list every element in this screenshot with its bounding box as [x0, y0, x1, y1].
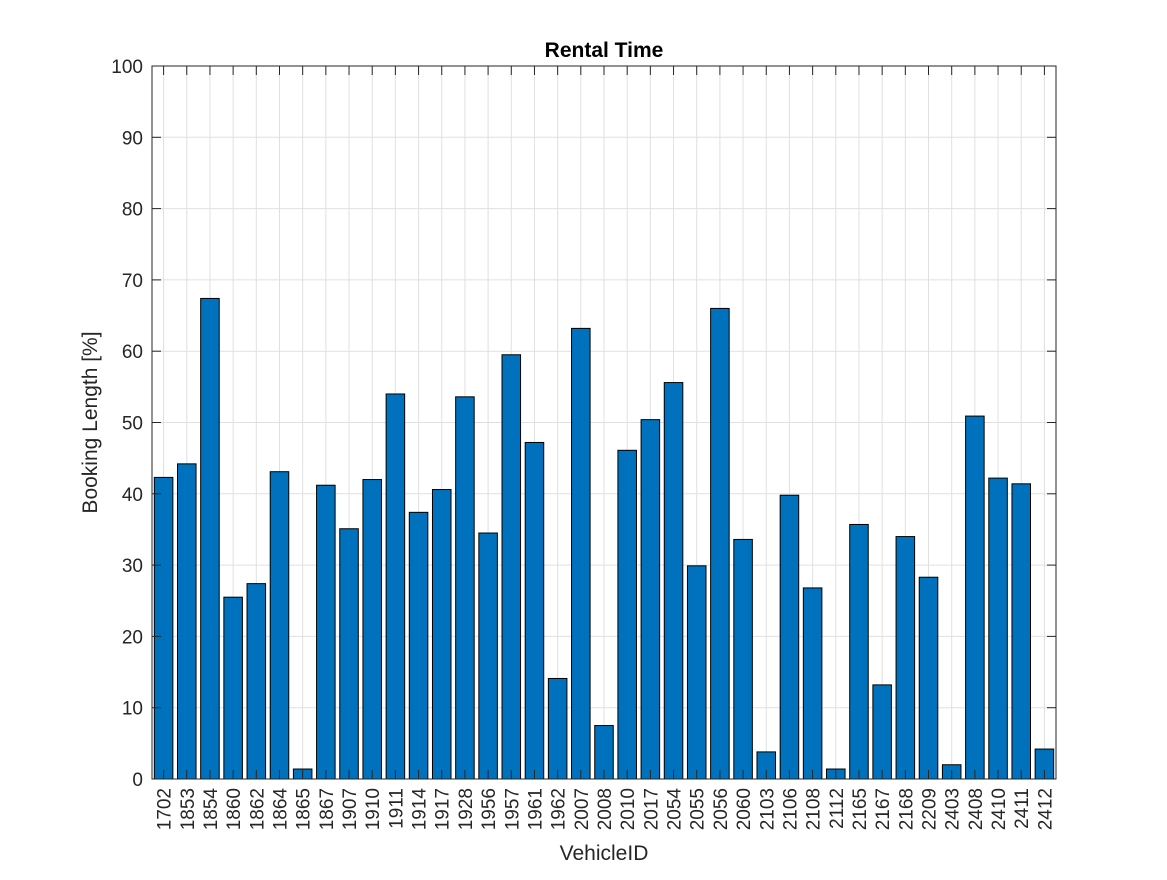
- x-tick-label: 1702: [155, 788, 176, 830]
- bar-1928: [455, 396, 475, 780]
- x-tick-label: 1956: [479, 788, 500, 830]
- x-tick-label: 2007: [572, 788, 593, 830]
- x-tick-label: 1860: [224, 788, 245, 830]
- x-tick-label: 2411: [1012, 788, 1033, 829]
- bar-2055: [686, 565, 707, 780]
- x-tick-label: 2167: [873, 788, 894, 830]
- x-tick-label: 1957: [502, 788, 523, 830]
- y-tick-label: 30: [122, 556, 143, 577]
- bar-1914: [408, 511, 429, 780]
- bars: [153, 297, 1055, 780]
- bar-2411: [1011, 483, 1032, 780]
- x-tick-label: 2055: [688, 788, 709, 830]
- bar-2060: [733, 538, 753, 780]
- x-tick-label: 1853: [178, 788, 199, 830]
- x-tick-label: 2112: [827, 788, 848, 829]
- x-tick-label: 1961: [525, 788, 546, 830]
- bar-1854: [200, 297, 220, 780]
- bar-1867: [316, 484, 336, 780]
- y-tick-label: 60: [122, 342, 143, 363]
- x-tick-label: 2209: [920, 788, 941, 830]
- y-tick-label: 50: [122, 414, 143, 435]
- x-tick-label: 2060: [734, 788, 755, 830]
- y-tick-label: 40: [122, 485, 143, 506]
- bar-1957: [501, 354, 522, 780]
- y-tick-label: 20: [122, 627, 143, 648]
- x-tick-label: 1862: [247, 788, 268, 830]
- bar-2165: [849, 523, 869, 780]
- x-tick-label: 2412: [1035, 788, 1056, 830]
- bar-1860: [223, 596, 243, 780]
- bar-1907: [339, 528, 359, 780]
- y-axis-title: Booking Length [%]: [79, 331, 102, 513]
- y-tick-label: 100: [111, 57, 143, 78]
- bar-2017: [640, 419, 661, 780]
- x-tick-label: 1911: [386, 788, 407, 829]
- x-tick-label: 1928: [456, 788, 477, 830]
- x-tick-label: 2408: [966, 788, 987, 830]
- x-tick-label: 2056: [711, 788, 732, 830]
- y-tick-label: 10: [122, 699, 143, 720]
- bar-1853: [176, 463, 197, 780]
- bar-2007: [571, 327, 591, 780]
- x-tick-label: 1917: [433, 788, 454, 830]
- x-tick-label: 2165: [850, 788, 871, 830]
- x-tick-label: 1910: [363, 788, 384, 830]
- y-tick-label: 90: [122, 128, 143, 149]
- labels: Rental Time VehicleID Booking Length [%]…: [79, 39, 1056, 865]
- bar-2168: [895, 536, 916, 780]
- chart-title: Rental Time: [545, 39, 664, 62]
- x-tick-label: 2106: [780, 788, 801, 830]
- bar-1917: [431, 489, 452, 780]
- x-tick-label: 2168: [896, 788, 917, 830]
- x-tick-label: 2410: [989, 788, 1010, 830]
- bar-2408: [965, 415, 985, 780]
- x-axis-title: VehicleID: [560, 842, 649, 865]
- bar-2108: [802, 587, 823, 780]
- x-tick-label: 1867: [317, 788, 338, 830]
- bar-2209: [918, 576, 939, 780]
- bar-1962: [547, 677, 568, 780]
- bar-2106: [779, 494, 800, 780]
- x-tick-label: 2108: [804, 788, 825, 830]
- bar-1862: [246, 583, 267, 780]
- bar-2056: [710, 307, 730, 780]
- y-tick-label: 80: [122, 200, 143, 221]
- bar-2054: [663, 382, 684, 780]
- y-tick-label: 0: [132, 770, 143, 791]
- y-tick-label: 70: [122, 271, 143, 292]
- bar-2410: [988, 477, 1008, 780]
- bar-1911: [385, 393, 406, 780]
- x-tick-label: 1962: [549, 788, 570, 830]
- x-tick-label: 1864: [270, 788, 291, 831]
- x-tick-label: 1914: [410, 788, 431, 831]
- x-tick-label: 2017: [641, 788, 662, 830]
- bar-1910: [362, 479, 382, 780]
- bar-2167: [872, 684, 892, 780]
- x-tick-label: 2010: [618, 788, 639, 830]
- bar-1956: [478, 532, 498, 780]
- bar-2010: [617, 449, 637, 780]
- x-tick-label: 2008: [595, 788, 616, 830]
- bar-1961: [524, 441, 545, 780]
- bar-1864: [269, 471, 290, 780]
- x-tick-label: 1854: [201, 788, 222, 831]
- bar-1702: [153, 476, 174, 780]
- x-tick-label: 2054: [665, 788, 686, 831]
- x-tick-label: 2103: [757, 788, 778, 830]
- x-tick-label: 1865: [294, 788, 315, 830]
- x-tick-label: 1907: [340, 788, 361, 830]
- x-tick-label: 2403: [943, 788, 964, 830]
- axes: [151, 65, 1057, 780]
